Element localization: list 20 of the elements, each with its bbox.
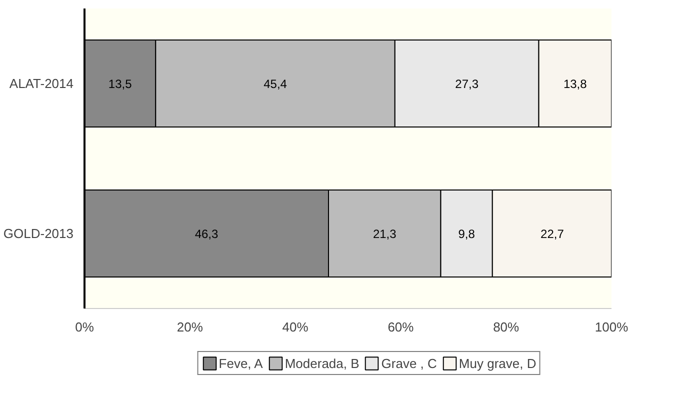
data-label: 13,8: [563, 77, 588, 91]
data-label: 27,3: [455, 77, 479, 91]
y-tick-label: ALAT-2014: [9, 76, 74, 91]
legend-label: Moderada, B: [284, 356, 360, 370]
data-label: 21,3: [372, 227, 397, 241]
legend-label: Feve, A: [218, 356, 263, 370]
data-label: 9,8: [458, 227, 476, 241]
x-tick-label: 40%: [282, 320, 309, 334]
legend-label: Muy grave, D: [458, 356, 536, 370]
data-label: 46,3: [194, 227, 219, 241]
x-tick-label: 60%: [388, 320, 414, 334]
x-tick-label: 80%: [493, 320, 520, 334]
x-tick-label: 100%: [594, 320, 629, 334]
data-label: 13,5: [108, 77, 132, 91]
x-tick-label: 0%: [75, 320, 94, 334]
y-tick-label: GOLD-2013: [3, 226, 74, 241]
legend-label: Grave , C: [381, 356, 437, 370]
data-label: 22,7: [540, 227, 564, 241]
data-label: 45,4: [264, 77, 288, 91]
x-tick-label: 20%: [176, 320, 204, 334]
